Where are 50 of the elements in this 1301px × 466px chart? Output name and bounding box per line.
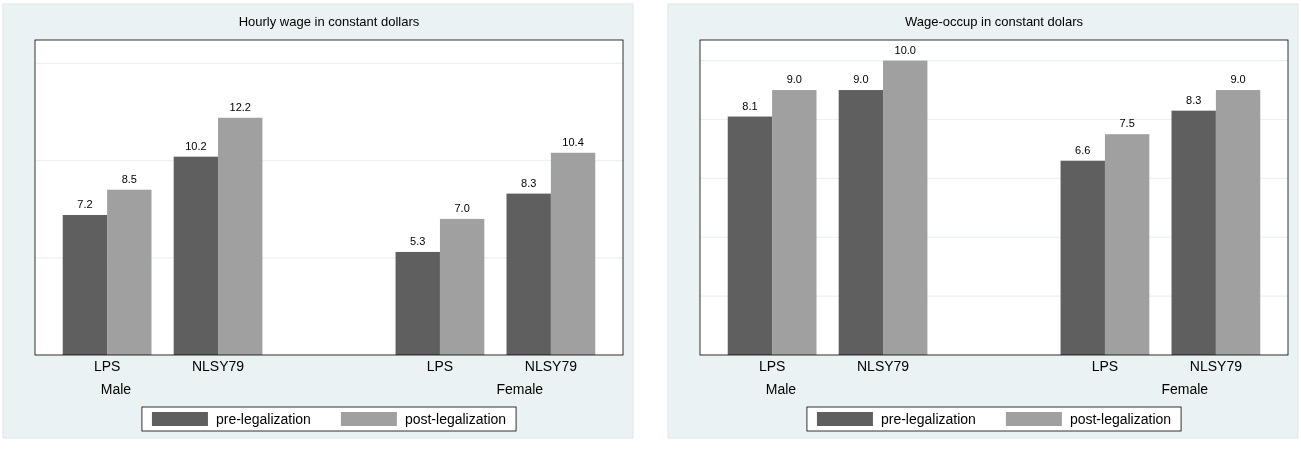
legend-label: pre-legalization	[215, 411, 311, 427]
legend-label: post-legalization	[1069, 411, 1172, 427]
data-label: 12.2	[229, 100, 251, 113]
text: Male	[100, 381, 132, 397]
text: Female	[1161, 381, 1209, 397]
bar	[1215, 90, 1261, 355]
bar	[1171, 110, 1216, 355]
data-label: 9.0	[786, 73, 802, 86]
data-label: 10.0	[894, 43, 916, 56]
bar	[218, 117, 263, 355]
bar	[838, 90, 884, 355]
x-tick-label: NLSY79	[191, 357, 245, 374]
data-label: 7.2	[77, 198, 93, 210]
data-label: 8.3	[521, 176, 537, 189]
bar	[727, 116, 773, 355]
data-label: 9.0	[1230, 73, 1246, 86]
x-tick-label: LPS	[758, 357, 786, 374]
data-label: 7.5	[1119, 117, 1135, 130]
chart-title: Hourly wage in constant dollars	[238, 14, 420, 29]
data-label: 6.6	[1075, 143, 1091, 156]
data-label: 8.5	[121, 172, 137, 185]
data-label: 7.0	[454, 201, 470, 214]
bar	[883, 60, 928, 355]
bar	[1104, 134, 1150, 355]
x-tick-label: NLSY79	[856, 357, 910, 374]
bar	[62, 215, 108, 355]
data-label: 10.4	[562, 135, 584, 148]
bar	[107, 189, 152, 355]
x-tick-label: LPS	[93, 357, 121, 374]
bar	[506, 193, 551, 355]
text: Female	[496, 381, 544, 397]
bar	[439, 218, 485, 355]
text: Male	[765, 381, 797, 397]
chart-title: Wage-occup in constant dolars	[904, 14, 1084, 29]
legend-label: post-legalization	[404, 411, 507, 427]
legend-label: pre-legalization	[880, 411, 976, 427]
bar	[772, 90, 817, 355]
x-tick-label: NLSY79	[1189, 357, 1243, 374]
bar	[395, 251, 440, 355]
data-label: 10.2	[185, 139, 207, 152]
data-label: 9.0	[853, 73, 869, 86]
data-label: 8.1	[742, 99, 758, 112]
data-label: 5.3	[410, 234, 426, 247]
x-tick-label: LPS	[426, 357, 454, 374]
bar	[550, 152, 596, 355]
bar	[1060, 160, 1105, 355]
x-tick-label: NLSY79	[524, 357, 578, 374]
data-label: 8.3	[1186, 93, 1202, 106]
x-tick-label: LPS	[1091, 357, 1119, 374]
bar	[173, 156, 219, 355]
